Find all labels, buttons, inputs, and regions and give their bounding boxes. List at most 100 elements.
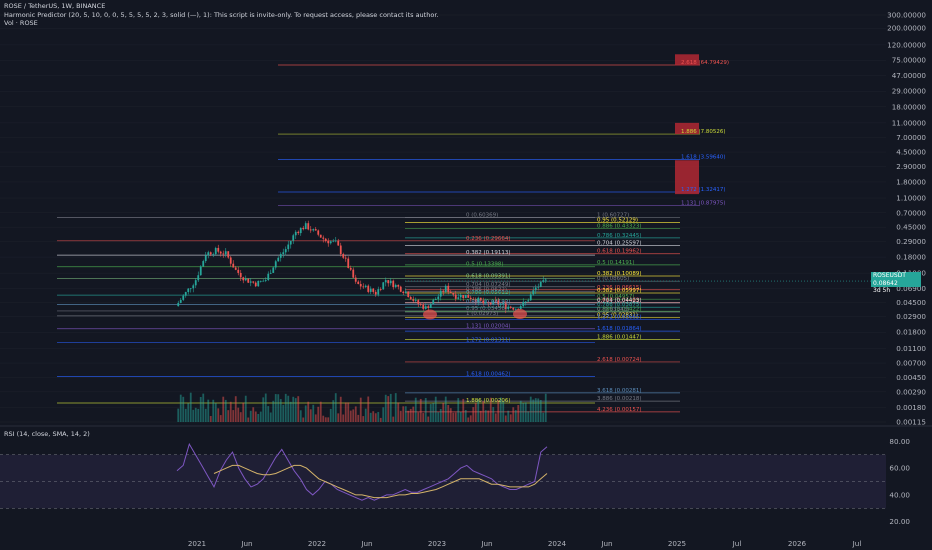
volume-bar [337,413,340,422]
candle-body [394,284,397,288]
volume-bar [369,412,372,422]
fib-label: 1.618 (0.00462) [466,372,511,378]
candle-body [384,280,387,283]
candle-body [352,269,355,278]
volume-bar [359,397,362,422]
volume-bar [524,402,527,422]
candle-body [399,286,402,292]
volume-bar [522,402,525,422]
candle-body [474,299,477,302]
volume-bar [514,410,517,422]
y-tick-label: 1.10000 [896,194,926,203]
volume-bar [342,414,345,422]
fib-label: 0.236 (0.29664) [466,236,511,242]
volume-bar [542,412,545,422]
candle-body [369,288,372,292]
fib-label: 2.618 (0.00724) [597,357,642,363]
y-tick-label: 29.00000 [892,87,927,96]
fib-label: 0.786 (0.05612) [466,290,511,296]
volume-bar [537,398,540,422]
y-tick-label: 7.00000 [896,133,926,142]
y-tick-label: 11.00000 [892,118,927,127]
rsi-legend: RSI (14, close, SMA, 14, 2) [4,430,90,438]
volume-bar [469,415,472,422]
candle-body [184,292,187,296]
candle-body [249,281,252,283]
candle-body [199,266,202,276]
volume-bar [354,406,357,422]
rsi-tick-label: 80.00 [889,437,910,446]
candle-body [299,227,302,234]
volume-bar [512,407,515,422]
candle-body [424,306,427,309]
y-tick-label: 0.45000 [896,223,926,232]
candle-body [239,272,242,278]
fib-label: 0.886 (0.43323) [597,223,642,229]
volume-bar [457,398,460,422]
candle-body [177,302,180,307]
volume-bar [407,410,410,422]
y-tick-label: 300.00000 [887,11,926,20]
volume-bar [529,396,532,422]
candle-body [509,306,512,308]
volume-bar [397,402,400,422]
fib-label: 0.95 (0.02831) [597,312,638,318]
fib-label: 0.382 (0.19113) [466,250,511,256]
fib-label: 3.618 (0.00281) [597,388,642,394]
volume-bar [209,416,212,422]
candle-body [264,280,267,281]
volume-bar [242,402,245,422]
volume-bar [434,396,437,422]
volume-bar [409,408,412,422]
y-tick-label: 0.06900 [896,284,926,293]
x-tick-label: Jul [852,539,862,548]
candle-body [437,296,440,300]
candle-body [242,277,245,281]
volume-bar [404,406,407,422]
volume-bar [414,397,417,422]
volume-bar [382,407,385,422]
candle-body [487,301,490,304]
candle-body [354,277,357,282]
y-tick-label: 120.00000 [887,40,926,49]
volume-bar [377,411,380,422]
x-tick-label: 2021 [188,539,206,548]
candle-body [512,307,515,310]
candle-body [347,258,350,268]
candle-body [499,303,502,305]
volume-bar [202,393,205,422]
candle-body [182,295,185,300]
y-tick-label: 0.00115 [896,418,926,427]
candle-body [229,257,232,264]
candle-body [362,286,365,288]
volume-bar [492,407,495,422]
fib-label: 0.95 (0.03456) [466,306,507,312]
fib-label: 1.618 (3.59640) [681,154,726,160]
candle-body [317,230,320,235]
candle-body [484,301,487,304]
candle-body [187,288,190,293]
candle-body [544,279,547,281]
fib-label: 0.618 (0.09391) [466,273,511,279]
candle-body [372,288,375,292]
candle-body [534,287,537,291]
candle-body [494,300,497,302]
volume-bar [467,417,470,422]
y-tick-label: 0.01100 [896,344,926,353]
candle-body [432,299,435,304]
candle-body [272,267,275,273]
fib-label: 4.236 (0.00157) [597,407,642,413]
candle-body [459,295,462,298]
fib-label: 0.786 (0.32445) [597,233,642,239]
volume-bar [197,408,200,422]
volume-bar [499,397,502,422]
volume-bar [219,415,222,422]
candle-body [329,241,332,244]
target-zone-box [675,54,699,66]
fib-label: 1.618 (0.01864) [597,326,642,332]
volume-bar [282,404,285,422]
candle-body [414,300,417,301]
candle-body [469,297,472,299]
target-zone-box [675,160,699,195]
volume-bar [269,412,272,422]
